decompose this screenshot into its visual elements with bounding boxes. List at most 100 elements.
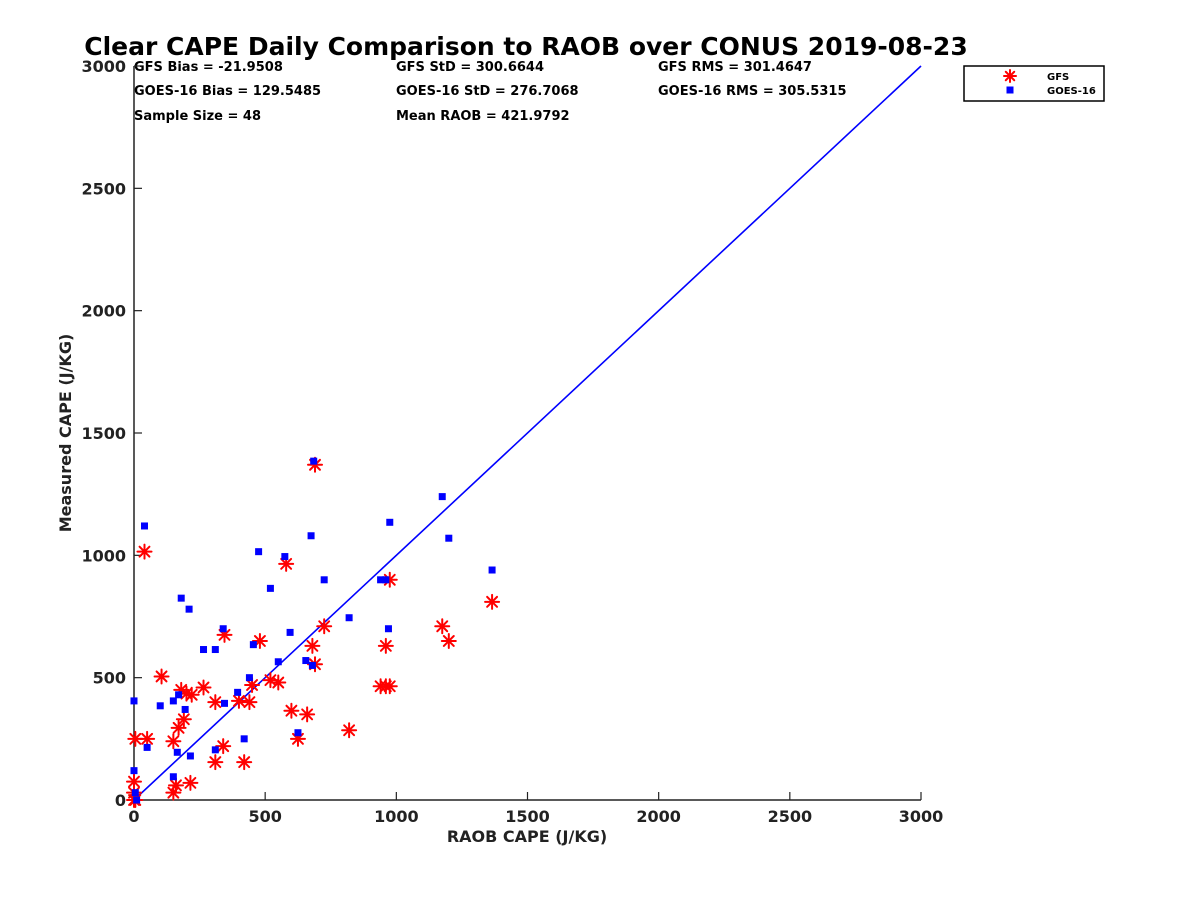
point-goes-16: [140, 522, 148, 530]
x-axis-label: RAOB CAPE (J/KG): [447, 827, 607, 846]
y-tick-label: 0: [115, 791, 126, 810]
point-gfs: [236, 754, 253, 771]
stat-gfs-std: GFS StD = 300.6644: [396, 60, 544, 75]
point-goes-16: [169, 697, 177, 705]
point-gfs: [278, 555, 295, 572]
legend-marker-gfs: [1003, 69, 1017, 83]
y-tick-label: 500: [93, 669, 126, 688]
point-goes-16: [175, 691, 183, 699]
point-gfs: [341, 722, 358, 739]
point-gfs: [241, 694, 258, 711]
point-goes-16: [186, 752, 194, 760]
point-goes-16: [130, 767, 138, 775]
point-gfs: [126, 773, 142, 790]
point-goes-16: [488, 566, 496, 574]
point-gfs: [484, 593, 501, 610]
point-gfs: [215, 738, 232, 755]
reference-line-group: [133, 65, 922, 801]
point-gfs: [304, 637, 321, 654]
point-goes-16: [382, 576, 390, 584]
point-goes-16: [377, 576, 385, 584]
point-gfs: [230, 692, 247, 709]
point-gfs: [127, 730, 144, 747]
point-gfs: [377, 637, 394, 654]
point-gfs: [316, 618, 333, 635]
stat-mean-raob: Mean RAOB = 421.9792: [396, 109, 570, 124]
chart-title: Clear CAPE Daily Comparison to RAOB over…: [84, 32, 967, 61]
point-goes-16: [200, 646, 208, 654]
point-goes-16: [310, 457, 318, 465]
point-gfs: [207, 754, 224, 771]
point-goes-16: [386, 518, 394, 526]
point-gfs: [175, 711, 192, 728]
point-goes-16: [308, 661, 316, 669]
legend-marker-goes-16: [1006, 86, 1014, 94]
point-goes-16: [249, 641, 257, 649]
point-goes-16: [221, 699, 229, 707]
x-tick-label: 500: [248, 807, 281, 826]
stat-gfs-bias: GFS Bias = -21.9508: [134, 60, 283, 75]
stat-goes-std: GOES-16 StD = 276.7068: [396, 84, 579, 99]
point-goes-16: [177, 594, 185, 602]
point-gfs: [153, 668, 170, 685]
stat-gfs-rms: GFS RMS = 301.4647: [658, 60, 812, 75]
y-tick-label: 3000: [81, 57, 126, 76]
point-gfs: [283, 702, 300, 719]
point-gfs: [182, 774, 199, 791]
y-tick-label: 1500: [81, 424, 126, 443]
point-goes-16: [181, 705, 189, 713]
point-goes-16: [255, 548, 263, 556]
point-goes-16: [294, 729, 302, 737]
point-goes-16: [266, 584, 274, 592]
point-goes-16: [219, 625, 227, 633]
point-goes-16: [245, 674, 253, 682]
legend-label-gfs: GFS: [1047, 72, 1069, 83]
point-gfs: [195, 679, 212, 696]
point-goes-16: [173, 748, 181, 756]
x-tick-label: 1000: [374, 807, 419, 826]
point-goes-16: [445, 534, 453, 542]
axes: 0 500 1000 1500 2000 2500 3000 0 500 1000 1500 2000…: [81, 57, 943, 826]
point-goes-16: [185, 605, 193, 613]
point-goes-16: [320, 576, 328, 584]
point-goes-16: [281, 553, 289, 561]
legend: GFS GOES-16: [963, 65, 1105, 102]
point-goes-16: [211, 746, 219, 754]
point-gfs: [165, 733, 182, 750]
x-tick-label: 1500: [505, 807, 550, 826]
point-goes-16: [131, 789, 139, 797]
point-gfs: [139, 730, 156, 747]
point-gfs: [207, 694, 224, 711]
stat-sample-size: Sample Size = 48: [134, 109, 261, 124]
point-goes-16: [130, 697, 138, 705]
point-gfs: [183, 686, 200, 703]
point-goes-16: [302, 657, 310, 665]
point-goes-16: [133, 796, 141, 804]
point-gfs: [299, 706, 316, 723]
point-goes-16: [438, 493, 446, 501]
stats-block: GFS Bias = -21.9508 GFS StD = 300.6644 G…: [134, 60, 847, 124]
y-tick-label: 2000: [81, 302, 126, 321]
y-tick-label: 2500: [81, 179, 126, 198]
point-goes-16: [240, 735, 248, 743]
stat-goes-rms: GOES-16 RMS = 305.5315: [658, 84, 847, 99]
legend-box: [963, 65, 1105, 102]
legend-label-goes-16: GOES-16: [1047, 86, 1096, 97]
point-goes-16: [143, 743, 151, 751]
point-goes-16: [274, 658, 282, 666]
point-goes-16: [384, 625, 392, 633]
x-tick-label: 0: [128, 807, 139, 826]
stat-goes-bias: GOES-16 Bias = 129.5485: [134, 84, 321, 99]
point-goes-16: [234, 688, 242, 696]
x-tick-label: 2500: [768, 807, 813, 826]
series-goes-16: [130, 457, 496, 804]
point-gfs: [270, 674, 287, 691]
point-goes-16: [345, 614, 353, 622]
point-goes-16: [156, 702, 164, 710]
point-goes-16: [286, 628, 294, 636]
x-tick-label: 2000: [636, 807, 681, 826]
point-gfs: [434, 618, 451, 635]
x-tick-label: 3000: [899, 807, 944, 826]
point-goes-16: [307, 532, 315, 540]
y-tick-label: 1000: [81, 546, 126, 565]
